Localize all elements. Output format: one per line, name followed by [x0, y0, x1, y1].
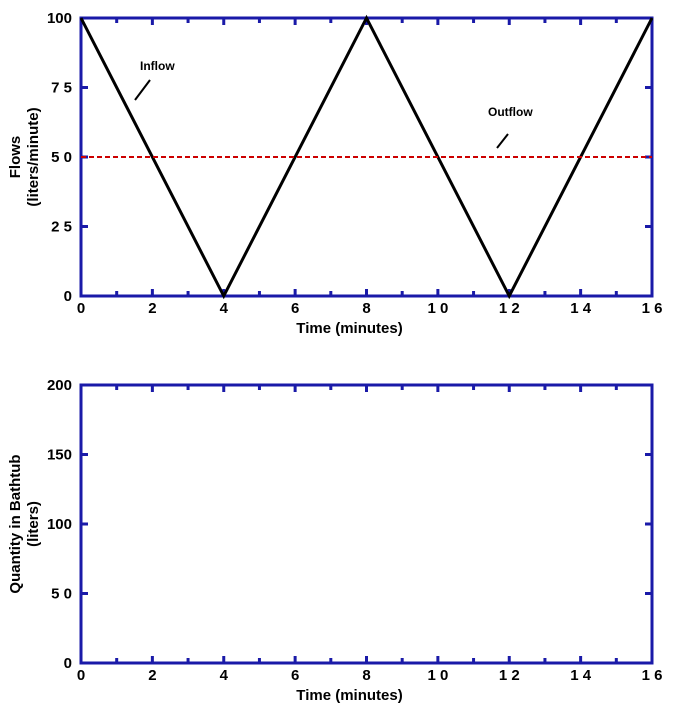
- y-tick-label: 150: [47, 447, 72, 464]
- y-tick-label: 2 5: [51, 219, 72, 236]
- y-axis-title-line: (liters/minute): [25, 107, 42, 206]
- x-tick-label: 4: [220, 300, 229, 317]
- x-axis-title: Time (minutes): [296, 320, 402, 337]
- x-tick-label: 6: [291, 667, 299, 684]
- annotation-pointer: [134, 79, 151, 101]
- y-axis-title: Flows (liters/minute): [7, 107, 42, 206]
- y-axis-title-line: Quantity in Bathtub: [7, 454, 24, 593]
- x-tick-label: 2: [148, 300, 156, 317]
- y-axis-title-line: (liters): [25, 501, 42, 547]
- annotation-pointer: [496, 133, 509, 149]
- series-inflow-line: [79, 14, 654, 300]
- x-tick-label: 1 2: [499, 300, 520, 317]
- x-tick-label: 1 6: [642, 667, 663, 684]
- y-tick-label: 100: [47, 10, 72, 27]
- y-tick-label: 0: [64, 655, 72, 672]
- plot-frame: [79, 383, 654, 665]
- x-tick-label: 0: [77, 300, 85, 317]
- x-tick-label: 1 0: [427, 667, 448, 684]
- x-tick-label: 8: [362, 300, 370, 317]
- y-tick-label: 5 0: [51, 149, 72, 166]
- y-tick-label: 5 0: [51, 586, 72, 603]
- x-tick-label: 0: [77, 667, 85, 684]
- x-axis-title: Time (minutes): [296, 687, 402, 704]
- y-tick-label: 100: [47, 516, 72, 533]
- x-tick-label: 4: [220, 667, 229, 684]
- y-tick-label: 0: [64, 288, 72, 305]
- x-tick-label: 1 4: [570, 667, 592, 684]
- x-tick-label: 1 2: [499, 667, 520, 684]
- y-axis-title-line: Flows: [7, 136, 24, 179]
- y-axis-title: Quantity in Bathtub (liters): [7, 454, 42, 593]
- x-tick-label: 8: [362, 667, 370, 684]
- annotation-inflow: Inflow: [140, 59, 175, 73]
- x-tick-label: 1 0: [427, 300, 448, 317]
- annotation-outflow: Outflow: [488, 105, 533, 119]
- x-tick-label: 1 6: [642, 300, 663, 317]
- x-tick-label: 1 4: [570, 300, 592, 317]
- y-tick-label: 200: [47, 377, 72, 394]
- x-tick-label: 2: [148, 667, 156, 684]
- x-tick-label: 6: [291, 300, 299, 317]
- y-tick-label: 7 5: [51, 80, 72, 97]
